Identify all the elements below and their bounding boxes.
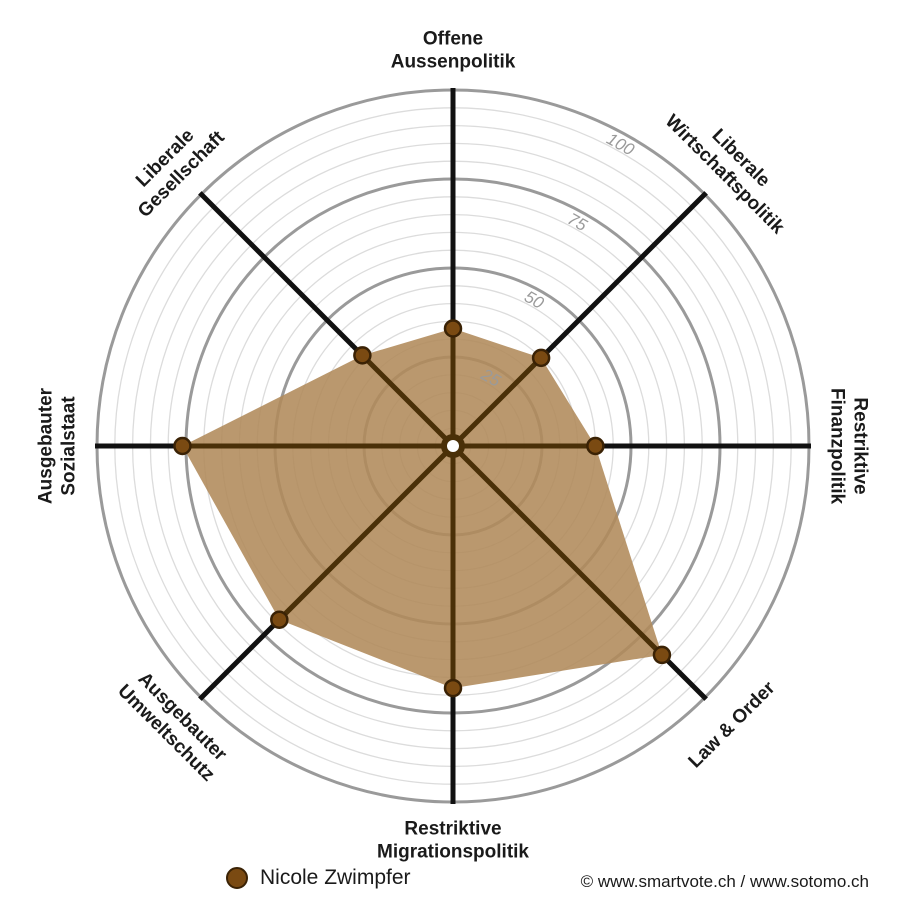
legend: Nicole Zwimpfer	[226, 866, 411, 890]
series-spoke	[451, 356, 543, 448]
data-point	[652, 645, 672, 665]
data-point	[586, 436, 605, 456]
credit-text: © www.smartvote.ch / www.sotomo.ch	[580, 872, 869, 891]
axis-label: Restriktive Migrationspolitik	[377, 819, 529, 863]
axis-label-line: Sozialstaat	[59, 396, 80, 496]
axis-label: Offene Aussenpolitik	[391, 29, 516, 73]
legend-marker	[226, 867, 248, 889]
chart-center	[441, 434, 465, 458]
axis-label-line: Restriktive	[849, 397, 870, 494]
data-point	[173, 436, 192, 456]
axis-spokes-inner	[182, 328, 664, 689]
series-spoke	[360, 353, 455, 448]
axis-label-line: Offene	[423, 29, 483, 50]
center-hub-inner	[447, 440, 459, 452]
series-area	[182, 328, 662, 689]
axis-label-line: Restriktive	[404, 819, 501, 840]
data-point	[443, 319, 463, 338]
axis-label-line: Aussenpolitik	[391, 52, 516, 73]
series-polygon	[182, 328, 662, 689]
series-markers	[173, 319, 672, 698]
data-point	[270, 610, 289, 629]
data-point	[443, 678, 463, 698]
legend-label: Nicole Zwimpfer	[260, 866, 411, 889]
radial-tick-label: 100	[603, 129, 637, 160]
axis-label: Ausgebauter Sozialstaat	[36, 387, 80, 504]
axis-label: RestriktiveFinanzpolitik	[826, 388, 870, 505]
data-point	[531, 348, 551, 368]
series-spoke	[451, 444, 664, 657]
axis-label-line: Migrationspolitik	[377, 842, 529, 863]
series-spoke	[277, 444, 455, 622]
axis-label-line: Ausgebauter	[36, 387, 57, 504]
axis-label-line: Finanzpolitik	[826, 388, 847, 505]
data-point	[353, 346, 372, 365]
